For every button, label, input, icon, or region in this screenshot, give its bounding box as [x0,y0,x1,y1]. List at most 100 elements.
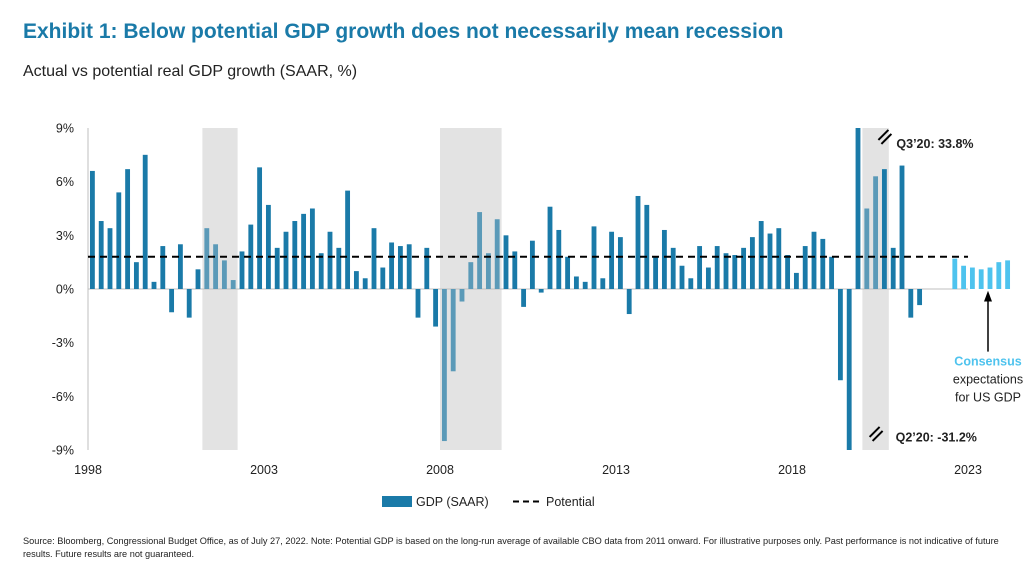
gdp-bar [811,231,817,289]
gdp-bar [881,169,887,289]
q3-2020-annotation: Q3’20: 33.8% [877,129,974,151]
gdp-bar [195,269,201,289]
gdp-bar [899,165,905,289]
y-tick-label: 6% [56,175,74,189]
consensus-bar [1005,260,1011,289]
gdp-bar [318,253,324,289]
y-tick-label: -3% [52,336,74,350]
page-title: Exhibit 1: Below potential GDP growth do… [23,20,784,43]
gdp-bar [142,154,148,289]
break-stroke [868,426,881,438]
gdp-bar [749,237,755,289]
gdp-bar [697,246,703,289]
x-tick-label: 2023 [954,463,982,477]
y-tick-label: 0% [56,283,74,297]
consensus-bar [978,269,984,289]
gdp-bar [529,240,535,289]
gdp-bar [820,238,826,289]
gdp-bar [644,204,650,289]
gdp-bar [714,246,720,289]
y-tick-label: -6% [52,390,74,404]
legend-gdp-swatch [382,496,412,507]
consensus-bar [961,265,967,289]
x-tick-labels: 1998 2003 2008 2013 2018 2023 [74,463,982,477]
gdp-bar [547,206,553,289]
x-tick-label: 2018 [778,463,806,477]
x-tick-label: 1998 [74,463,102,477]
q2-2020-label: Q2’20: -31.2% [896,430,977,444]
gdp-bar [776,228,782,289]
gdp-bar [688,278,694,289]
gdp-bar [758,221,764,289]
gdp-bar [125,169,131,289]
gdp-bar [160,246,166,289]
y-tick-label: 3% [56,229,74,243]
gdp-bar [785,255,791,289]
gdp-bar [213,244,219,289]
q2-2020-annotation: Q2’20: -31.2% [868,426,977,444]
consensus-label-line3: for US GDP [955,390,1021,404]
x-tick-label: 2013 [602,463,630,477]
gdp-bar [459,289,465,302]
gdp-bar [565,256,571,289]
gdp-bar [301,213,307,289]
axis-break-bottom-icon [868,426,884,442]
gdp-bar [177,244,183,289]
gdp-bar [397,246,403,289]
gdp-bar [494,219,500,289]
gdp-bar [829,256,835,289]
gdp-bar [864,208,870,289]
gdp-bar [855,128,861,289]
gdp-bar [274,247,280,289]
gdp-bar [556,229,562,289]
gdp-bar [389,242,395,289]
gdp-bar [723,253,729,289]
gdp-bar [503,235,509,289]
gdp-bar [521,289,527,307]
gdp-bar [670,247,676,289]
gdp-bar [573,276,579,289]
gdp-bar-chart: 9% 6% 3% 0% -3% -6% -9% 1998 2003 2008 2013 2018 20… [52,122,1023,510]
consensus-bar [996,262,1002,289]
gdp-bar [230,280,236,289]
gdp-bar [353,271,359,289]
break-stroke [877,129,890,141]
gdp-bar [705,267,711,289]
break-stroke [871,430,884,442]
gdp-bar [265,204,271,289]
y-tick-label: 9% [56,122,74,136]
gdp-bar [345,190,351,289]
gdp-bar [802,246,808,289]
gdp-bar [336,247,342,289]
q3-2020-label: Q3’20: 33.8% [896,137,973,151]
break-stroke [880,133,893,145]
gdp-bar [292,221,298,289]
gdp-bar [617,237,623,289]
gdp-bar [133,262,139,289]
gdp-bar [767,233,773,289]
gdp-bar [257,167,263,289]
gdp-bar [846,289,852,450]
gdp-bar [873,176,879,289]
consensus-bar [969,267,975,289]
x-tick-label: 2003 [250,463,278,477]
gdp-bar [221,260,227,289]
consensus-bar [952,258,958,289]
gdp-bar [433,289,439,327]
gdp-bar [415,289,421,318]
gdp-bar [362,278,368,289]
chart-subtitle: Actual vs potential real GDP growth (SAA… [23,63,358,80]
gdp-bar [582,281,588,289]
gdp-bar [371,228,377,289]
gdp-bar [477,212,483,289]
gdp-bars-layer [89,128,1011,450]
gdp-bar [626,289,632,315]
gdp-bar [283,231,289,289]
gdp-bar [661,229,667,289]
gdp-bar [732,255,738,289]
y-tick-label: -9% [52,444,74,458]
gdp-bar [653,256,659,289]
y-tick-labels: 9% 6% 3% 0% -3% -6% -9% [52,122,74,458]
gdp-bar [89,170,95,289]
consensus-arrow-up-icon [984,290,992,302]
